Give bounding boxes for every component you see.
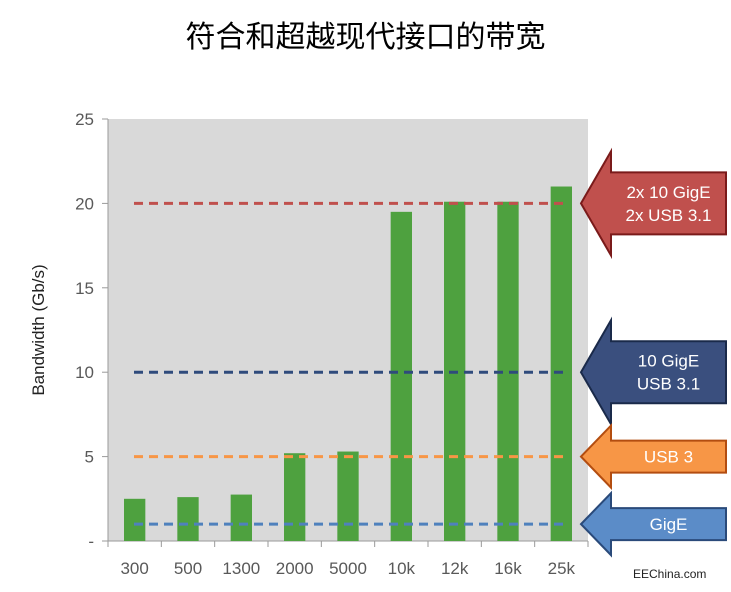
reference-arrow [579,316,727,428]
y-tick-label: 10 [75,363,94,382]
x-tick-label: 25k [548,559,576,578]
x-tick-label: 16k [494,559,522,578]
y-tick-label: 5 [85,448,94,467]
reference-label: GigE [650,515,688,534]
bar [390,211,412,541]
x-tick-label: 12k [441,559,469,578]
reference-label: USB 3 [644,448,693,467]
bar [124,498,146,541]
y-tick-label: 15 [75,279,94,298]
y-tick-label: 20 [75,194,94,213]
chart-title: 符合和超越现代接口的带宽 [185,20,546,55]
bar [337,451,359,541]
bar [177,497,199,541]
y-tick-label: 25 [75,110,94,129]
x-tick-label: 2000 [276,559,314,578]
y-axis: - 5 10 15 20 25 [75,110,109,551]
watermark: EEChina.com [633,567,707,581]
x-tick-label: 1300 [222,559,260,578]
reference-lines [134,201,566,526]
bar [550,186,572,541]
reference-arrow [579,423,727,491]
bar [284,453,306,541]
x-tick-label: 300 [120,559,148,578]
x-tick-label: 10k [388,559,416,578]
bars [124,186,572,541]
reference-label: 2x 10 GigE [626,183,710,202]
x-axis: 300 500 1300 2000 5000 10k 12k 16k 25k [107,540,589,578]
y-tick-label: - [88,532,94,551]
reference-arrows: 2x 10 GigE 2x USB 3.1 10 GigE USB 3.1 USB 3 G… [579,147,727,558]
bar [230,494,252,541]
y-axis-label: Bandwidth (Gb/s) [29,264,48,395]
x-tick-label: 500 [174,559,202,578]
reference-arrow [579,147,727,260]
reference-label: 10 GigE [638,352,699,371]
reference-arrow [579,490,727,558]
reference-label: USB 3.1 [637,375,700,394]
reference-label: 2x USB 3.1 [626,206,712,225]
x-tick-label: 5000 [329,559,367,578]
